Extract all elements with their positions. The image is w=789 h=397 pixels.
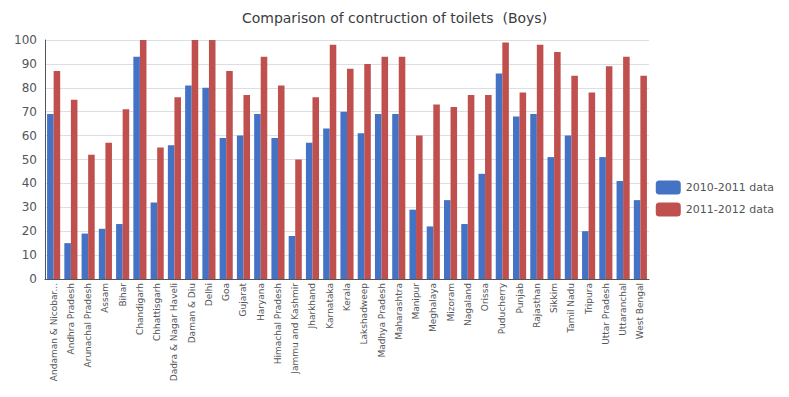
- svg-text:Haryana: Haryana: [256, 283, 266, 321]
- svg-text:Goa: Goa: [221, 283, 231, 301]
- svg-text:90: 90: [22, 57, 37, 71]
- svg-text:30: 30: [22, 200, 37, 214]
- svg-text:Uttar Pradesh: Uttar Pradesh: [601, 283, 611, 345]
- svg-text:Himachal Pradesh: Himachal Pradesh: [273, 283, 283, 364]
- svg-text:Chhattisgarh: Chhattisgarh: [152, 283, 162, 341]
- svg-text:Nagaland: Nagaland: [463, 283, 473, 326]
- svg-text:10: 10: [22, 248, 37, 262]
- svg-text:Bihar: Bihar: [118, 283, 128, 307]
- svg-text:Chandigarh: Chandigarh: [135, 283, 145, 335]
- svg-text:Mizoram: Mizoram: [446, 283, 456, 321]
- svg-text:Assam: Assam: [100, 283, 110, 313]
- svg-text:Sikkim: Sikkim: [549, 283, 559, 313]
- svg-text:Dadra & Nagar Haveli: Dadra & Nagar Haveli: [169, 283, 179, 381]
- svg-text:Uttaranchal: Uttaranchal: [618, 283, 628, 336]
- svg-text:Daman & Diu: Daman & Diu: [187, 283, 197, 343]
- svg-text:2011-2012 data: 2011-2012 data: [686, 203, 774, 216]
- svg-text:0: 0: [29, 272, 37, 286]
- svg-text:Andhra Pradesh: Andhra Pradesh: [66, 283, 76, 354]
- svg-text:40: 40: [22, 176, 37, 190]
- svg-text:Jammu and Kashmir: Jammu and Kashmir: [290, 283, 300, 375]
- svg-text:Madhya Pradesh: Madhya Pradesh: [377, 283, 387, 358]
- svg-text:Delhi: Delhi: [204, 283, 214, 306]
- svg-text:Manipur: Manipur: [411, 283, 421, 320]
- svg-text:Comparison of contruction of t: Comparison of contruction of toilets (Bo…: [242, 10, 547, 26]
- svg-text:60: 60: [22, 129, 37, 143]
- svg-text:Kerala: Kerala: [342, 283, 352, 311]
- svg-text:70: 70: [22, 105, 37, 119]
- svg-text:20: 20: [22, 224, 37, 238]
- svg-text:Orissa: Orissa: [480, 283, 490, 311]
- svg-text:100: 100: [14, 33, 37, 47]
- svg-text:West Bengal: West Bengal: [635, 283, 645, 339]
- svg-text:80: 80: [22, 81, 37, 95]
- svg-text:Rajasthan: Rajasthan: [532, 283, 542, 328]
- svg-text:Gujarat: Gujarat: [238, 283, 248, 317]
- svg-text:Arunachal Pradesh: Arunachal Pradesh: [83, 283, 93, 367]
- svg-text:Maharashtra: Maharashtra: [394, 283, 404, 340]
- svg-text:Tamil Nadu: Tamil Nadu: [566, 283, 576, 334]
- svg-text:Tripura: Tripura: [584, 283, 594, 315]
- svg-text:Punjab: Punjab: [515, 283, 525, 314]
- svg-text:Meghalaya: Meghalaya: [428, 283, 438, 332]
- svg-text:2010-2011 data: 2010-2011 data: [686, 181, 774, 194]
- svg-text:Puducherry: Puducherry: [497, 282, 507, 334]
- svg-text:Karnataka: Karnataka: [325, 283, 335, 329]
- svg-text:Lakshadweep: Lakshadweep: [359, 283, 369, 345]
- svg-text:50: 50: [22, 153, 37, 167]
- svg-text:Andaman & Nicobar...: Andaman & Nicobar...: [49, 283, 59, 381]
- svg-text:Jharkhand: Jharkhand: [307, 283, 317, 329]
